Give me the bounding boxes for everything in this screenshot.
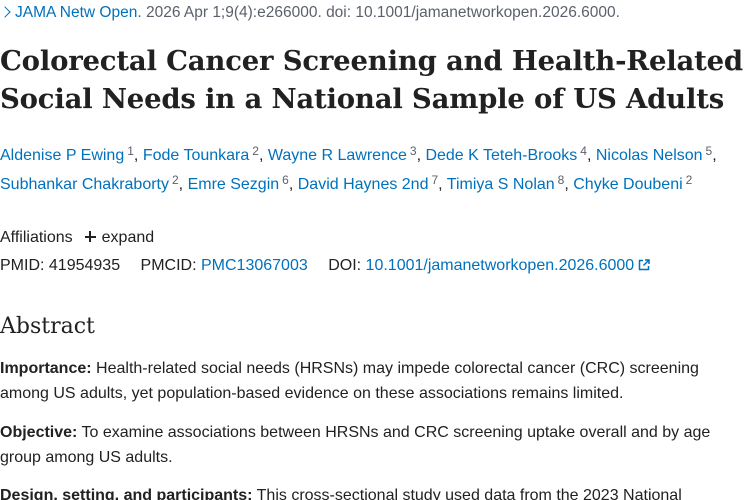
affiliation-number[interactable]: 6 [282, 173, 289, 187]
affiliation-number[interactable]: 2 [685, 173, 693, 187]
author-item: Timiya S Nolan 8 [446, 173, 565, 193]
abstract-design: Design, setting, and participants: This … [0, 484, 745, 500]
author-link[interactable]: Chyke Doubeni [573, 176, 683, 193]
author-item: Dede K Teteh-Brooks 4 [425, 144, 587, 164]
section-label: Objective: [0, 424, 78, 441]
affiliations-label: Affiliations [0, 229, 73, 246]
affiliation-number[interactable]: 8 [557, 173, 565, 187]
author-link[interactable]: Aldenise P Ewing [0, 147, 125, 164]
affiliation-number[interactable]: 3 [409, 144, 417, 158]
pmcid-link[interactable]: PMC13067003 [201, 257, 308, 274]
pmid-label: PMID: [0, 257, 45, 274]
citation-line: JAMA Netw Open. 2026 Apr 1;9(4):e266000.… [0, 4, 620, 22]
author-link[interactable]: Nicolas Nelson [595, 147, 703, 164]
article-title: Colorectal Cancer Screening and Health-R… [0, 45, 743, 115]
section-text: Health-related social needs (HRSNs) may … [0, 360, 699, 402]
section-text: To examine associations between HRSNs an… [0, 424, 711, 466]
citation-details: 2026 Apr 1;9(4):e266000. doi: 10.1001/ja… [145, 4, 620, 21]
author-list: Aldenise P Ewing 1, Fode Tounkara 2, Wayne… [0, 144, 717, 193]
author-link[interactable]: Dede K Teteh-Brooks [425, 147, 578, 164]
section-label: Importance: [0, 360, 92, 377]
author-item: Chyke Doubeni 2 [573, 173, 693, 193]
author-item: Subhankar Chakraborty 2 [0, 173, 179, 193]
affiliation-number[interactable]: 2 [252, 144, 259, 158]
author-item: Wayne R Lawrence 3 [267, 144, 417, 164]
affiliation-number[interactable]: 2 [171, 173, 179, 187]
author-item: Aldenise P Ewing 1 [0, 144, 134, 164]
abstract-importance: Importance: Health-related social needs … [0, 357, 745, 406]
author-link[interactable]: Fode Tounkara [142, 147, 250, 164]
affiliations-toggle[interactable]: Affiliations expand [0, 229, 154, 247]
affiliation-number[interactable]: 5 [705, 144, 713, 158]
abstract-objective: Objective: To examine associations betwe… [0, 421, 745, 470]
pmid-value: 41954935 [48, 257, 121, 274]
author-link[interactable]: Wayne R Lawrence [267, 147, 407, 164]
section-label: Design, setting, and participants: [0, 487, 253, 500]
chevron-right-icon[interactable] [0, 6, 11, 18]
author-item: Fode Tounkara 2 [142, 144, 259, 164]
expand-button[interactable]: expand [101, 229, 155, 246]
author-item: Nicolas Nelson 5 [595, 144, 713, 164]
affiliation-number[interactable]: 4 [580, 144, 587, 158]
author-link[interactable]: Emre Sezgin [187, 176, 280, 193]
author-item: Emre Sezgin 6 [187, 173, 289, 193]
journal-link[interactable]: JAMA Netw Open. [15, 4, 142, 21]
author-item: David Haynes 2nd 7 [297, 173, 439, 193]
abstract-heading: Abstract [0, 314, 95, 339]
author-link[interactable]: Subhankar Chakraborty [0, 176, 169, 193]
pmcid-label: PMCID: [140, 257, 197, 274]
doi-label: DOI: [328, 257, 362, 274]
article-identifiers: PMID: 41954935 PMCID: PMC13067003 DOI: 1… [0, 257, 650, 275]
external-link-icon[interactable] [638, 259, 650, 271]
doi-link[interactable]: 10.1001/jamanetworkopen.2026.6000 [365, 257, 635, 274]
section-text: This cross-sectional study used data fro… [256, 487, 682, 500]
affiliation-number[interactable]: 7 [431, 173, 439, 187]
author-link[interactable]: David Haynes 2nd [297, 176, 429, 193]
author-link[interactable]: Timiya S Nolan [446, 176, 555, 193]
affiliation-number[interactable]: 1 [127, 144, 134, 158]
plus-icon[interactable] [84, 231, 96, 242]
